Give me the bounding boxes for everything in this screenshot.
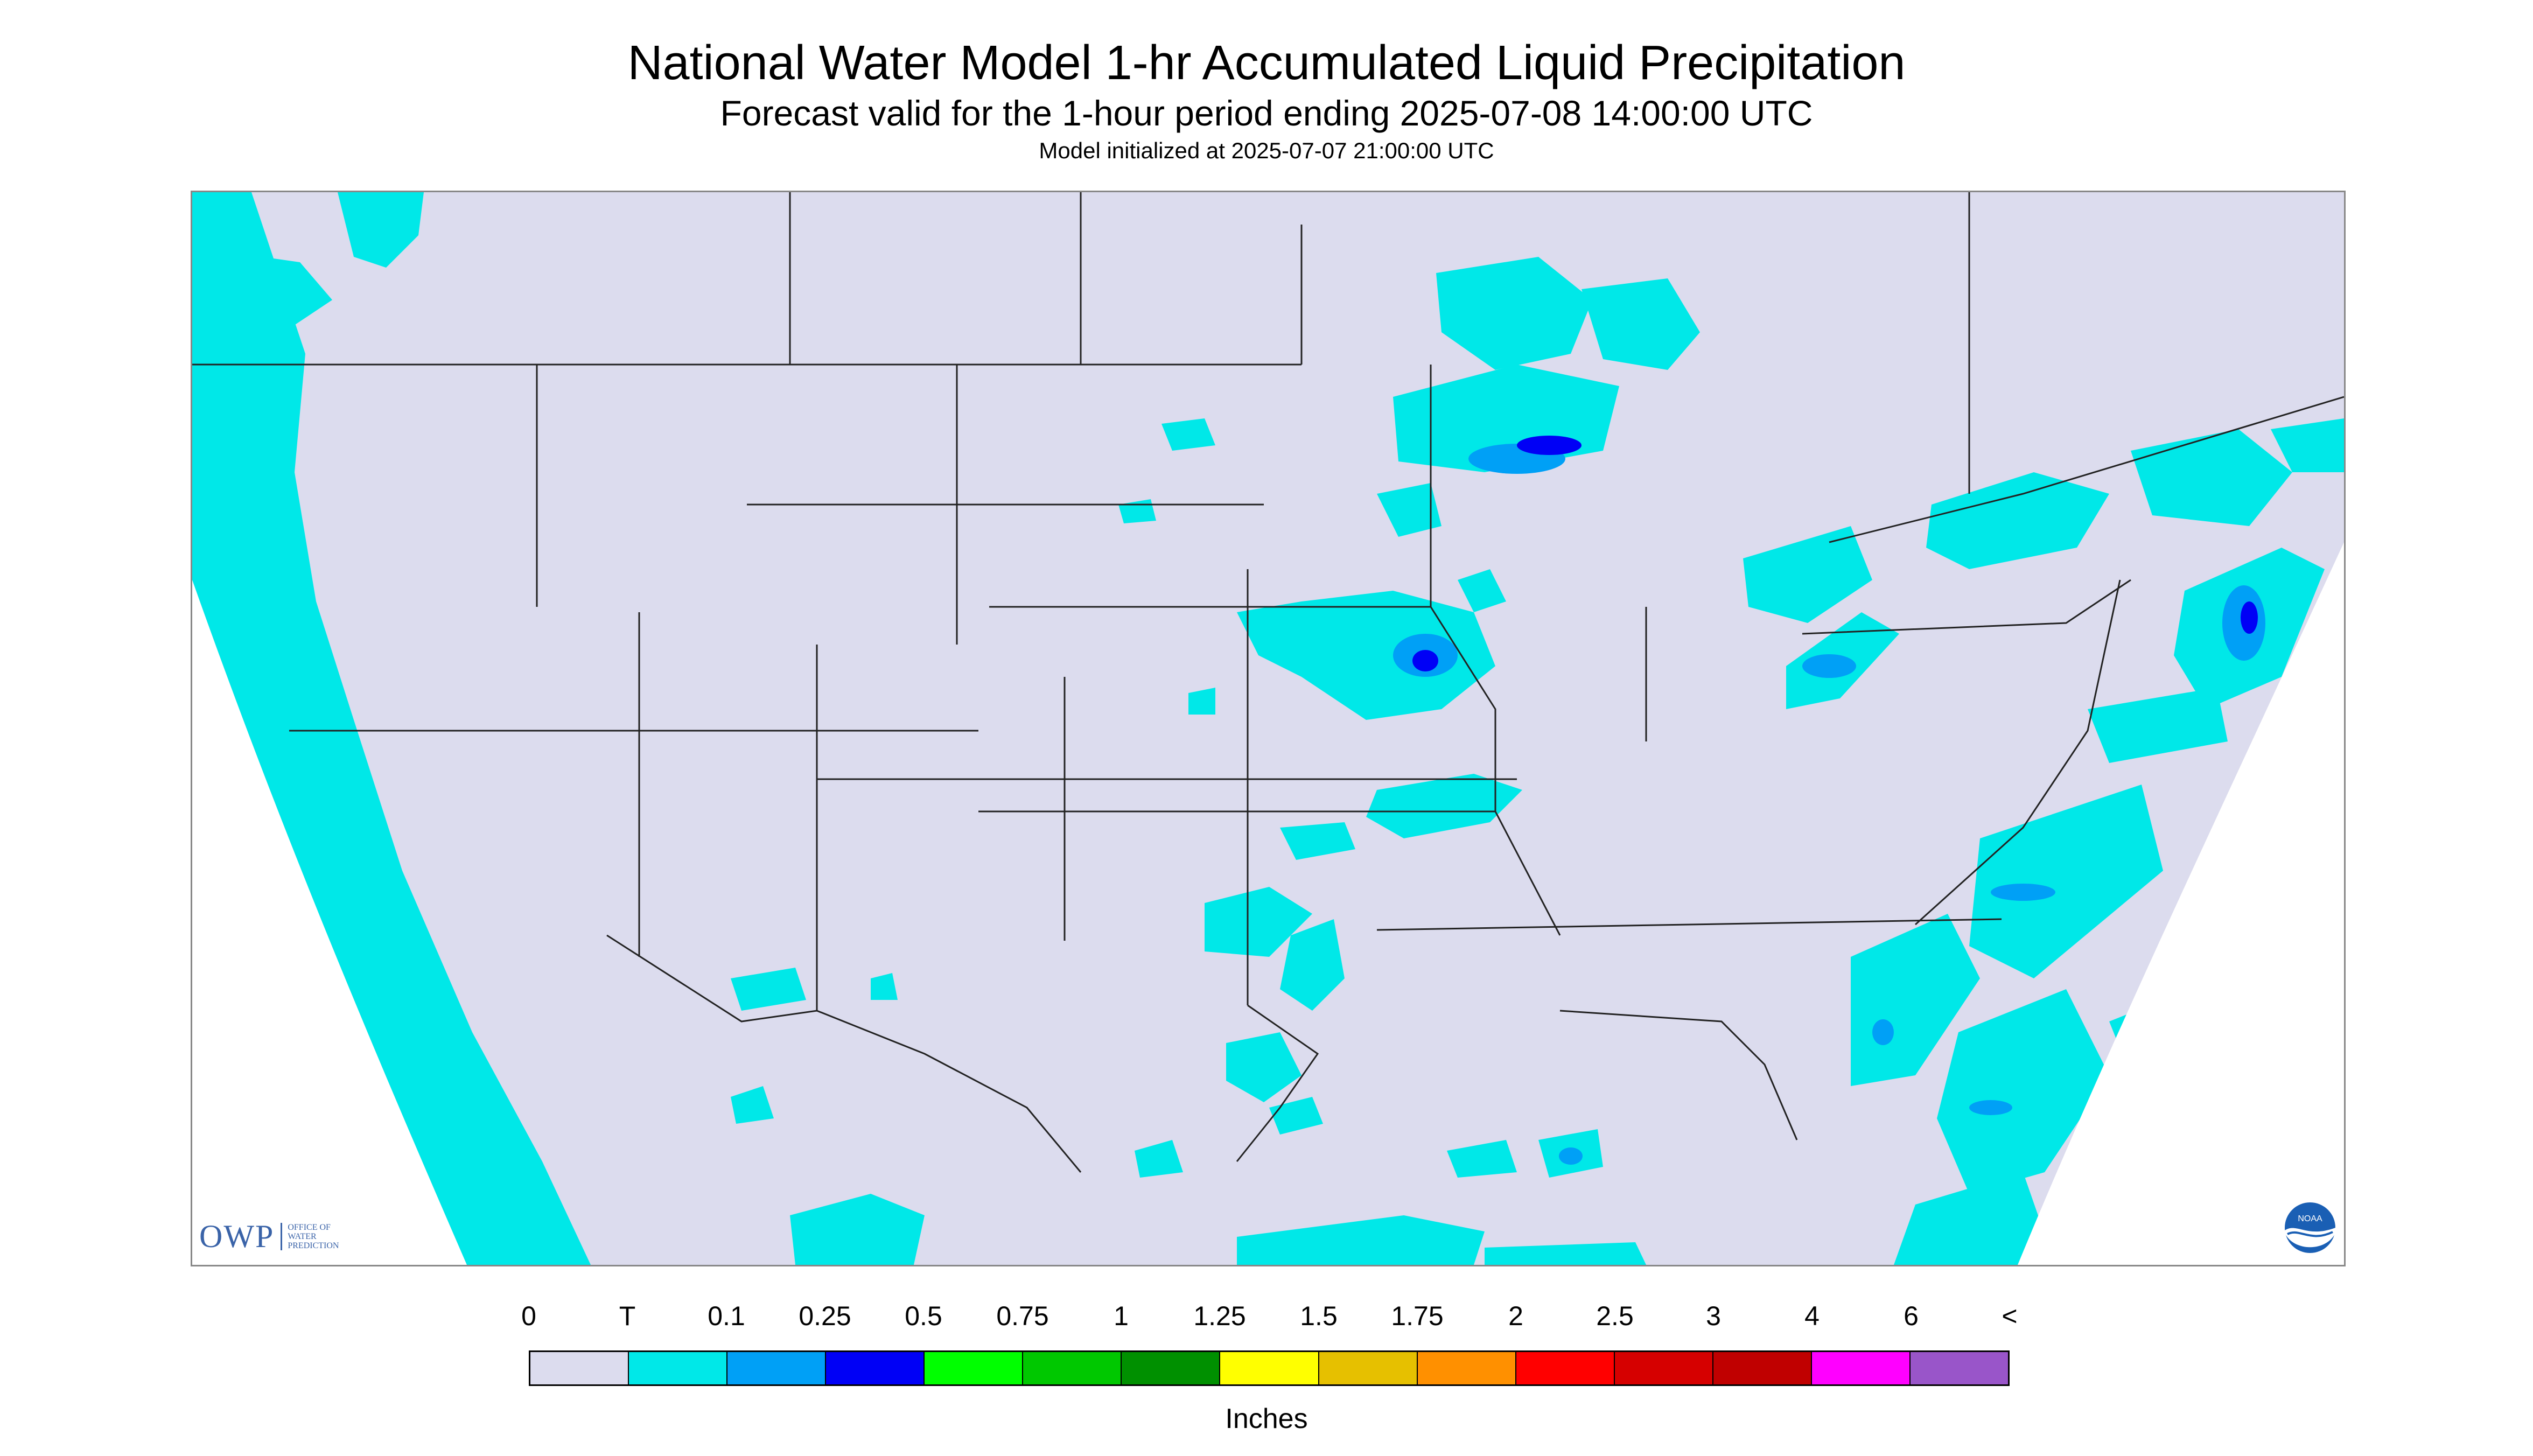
model-domain xyxy=(192,192,2344,1265)
legend-swatch-8 xyxy=(1319,1352,1418,1384)
owp-logo: OWP OFFICE OF WATER PREDICTION xyxy=(199,1218,339,1255)
legend-label: 1 xyxy=(1114,1301,1129,1331)
legend-swatch-3 xyxy=(826,1352,925,1384)
legend-label: 1.5 xyxy=(1300,1301,1338,1331)
legend-swatch-5 xyxy=(1023,1352,1122,1384)
noaa-logo-icon: NOAA xyxy=(2285,1202,2335,1253)
legend-label: 1.75 xyxy=(1391,1301,1444,1331)
map-title: National Water Model 1-hr Accumulated Li… xyxy=(627,36,1906,90)
legend-label: 4 xyxy=(1804,1301,1820,1331)
legend-swatch-2 xyxy=(727,1352,827,1384)
legend-swatch-11 xyxy=(1614,1352,1713,1384)
legend-label: 6 xyxy=(1904,1301,1919,1331)
legend-swatch-0 xyxy=(530,1352,629,1384)
legend-swatch-4 xyxy=(925,1352,1024,1384)
legend-label: 3 xyxy=(1706,1301,1721,1331)
legend-label: 0.1 xyxy=(708,1301,745,1331)
legend-label: T xyxy=(619,1301,636,1331)
owp-logo-text: OFFICE OF WATER PREDICTION xyxy=(281,1223,339,1250)
legend-swatch-9 xyxy=(1417,1352,1516,1384)
legend-units: Inches xyxy=(1225,1403,1308,1434)
legend-color-bar xyxy=(529,1350,2010,1386)
legend-swatch-7 xyxy=(1220,1352,1319,1384)
legend-label: 2 xyxy=(1508,1301,1523,1331)
legend-swatch-12 xyxy=(1713,1352,1812,1384)
legend-label: 0 xyxy=(521,1301,536,1331)
legend-label: 0.75 xyxy=(996,1301,1049,1331)
legend-labels: 0 T 0.1 0.25 0.5 0.75 1 1.25 1.5 1.75 2 … xyxy=(0,1300,2533,1338)
legend-swatch-13 xyxy=(1811,1352,1911,1384)
noaa-logo-text: NOAA xyxy=(2298,1214,2322,1223)
legend-label: 1.25 xyxy=(1193,1301,1246,1331)
legend-label: 2.5 xyxy=(1596,1301,1634,1331)
legend-swatch-6 xyxy=(1122,1352,1221,1384)
legend-swatch-1 xyxy=(629,1352,728,1384)
legend-label: 0.25 xyxy=(799,1301,851,1331)
owp-logo-mark: OWP xyxy=(199,1219,275,1254)
forecast-valid-time: Forecast valid for the 1-hour period end… xyxy=(720,93,1813,133)
legend-label: < xyxy=(2002,1301,2018,1331)
legend-swatch-10 xyxy=(1516,1352,1615,1384)
legend-label: 0.5 xyxy=(905,1301,942,1331)
model-init-time: Model initialized at 2025-07-07 21:00:00… xyxy=(1039,138,1494,163)
precipitation-map[interactable] xyxy=(191,191,2346,1266)
state-borders xyxy=(192,192,2344,1173)
legend-swatch-14 xyxy=(1910,1352,2008,1384)
